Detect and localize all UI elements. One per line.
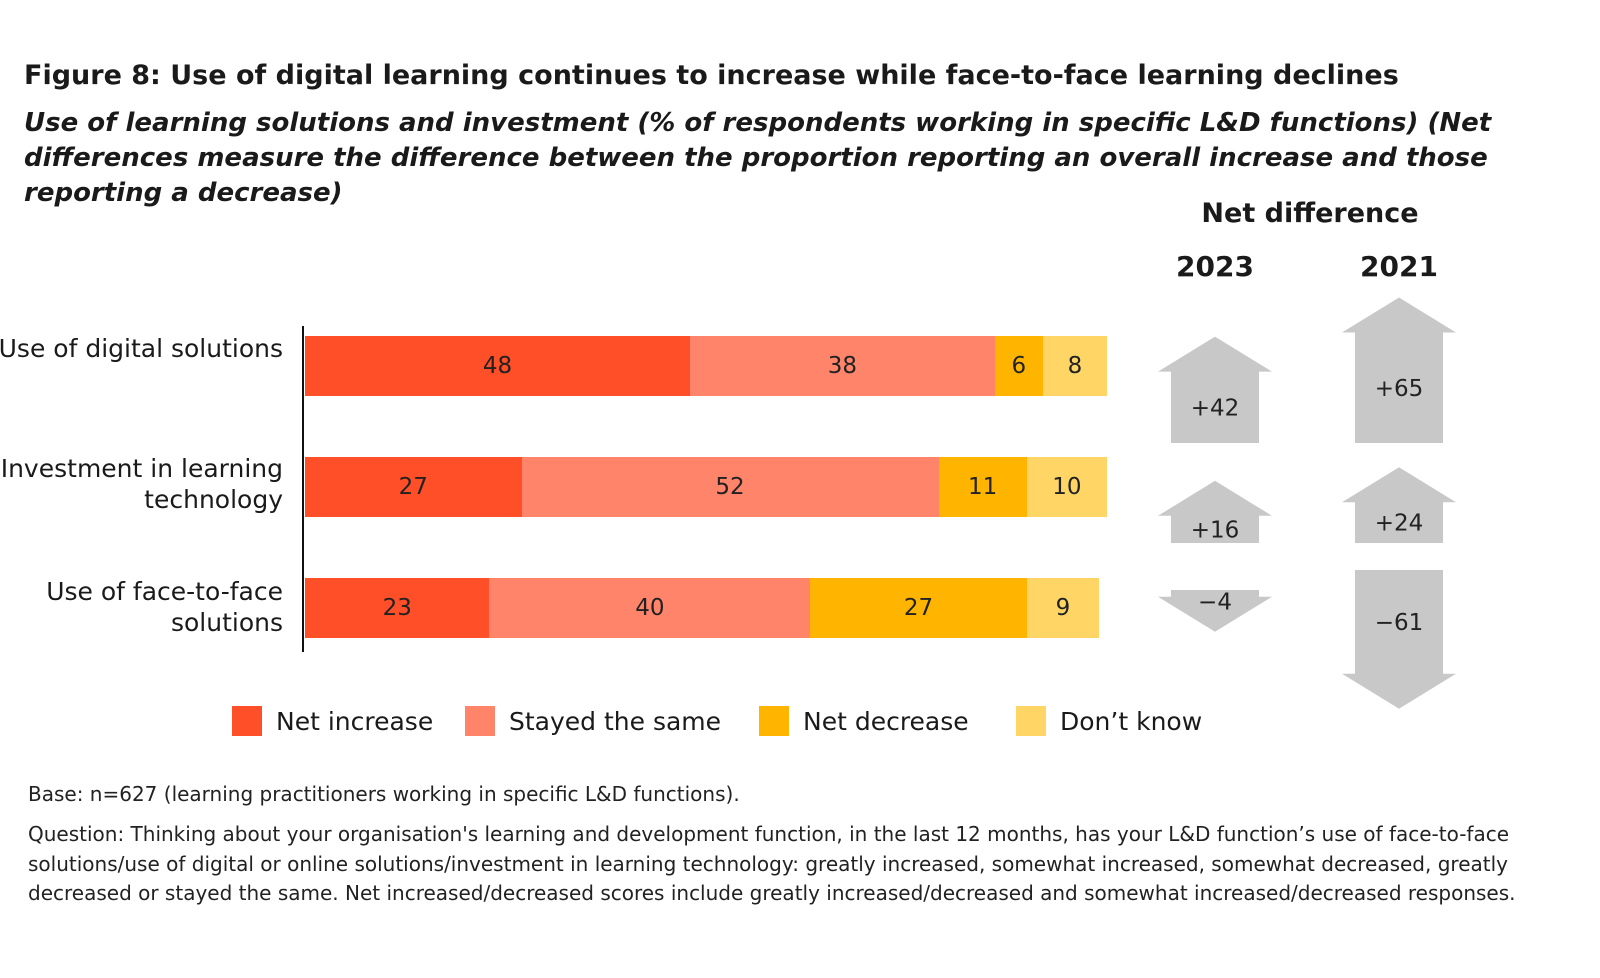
year-label-2023: 2023	[1176, 250, 1254, 283]
year-label-2021: 2021	[1360, 250, 1438, 283]
arrow-down-icon	[1342, 570, 1456, 709]
legend-label: Don’t know	[1060, 706, 1203, 736]
legend-label: Net decrease	[803, 706, 969, 736]
legend-swatch	[1016, 706, 1046, 736]
data-label: 10	[1052, 474, 1082, 500]
bar-segment: 38	[689, 336, 995, 396]
y-axis-line	[302, 326, 304, 652]
chart-title: Figure 8: Use of digital learning contin…	[24, 60, 1399, 91]
data-label: 8	[1067, 353, 1083, 379]
arrow-up-icon	[1158, 336, 1272, 443]
data-label: 52	[715, 474, 745, 500]
bar-segment: 27	[810, 578, 1027, 638]
data-label: 38	[827, 353, 857, 379]
bar-segment: 6	[994, 336, 1043, 396]
bar-segment: 52	[521, 457, 939, 517]
net-difference-heading: Net difference	[1201, 198, 1419, 229]
bar-segment: 9	[1026, 578, 1099, 638]
data-label: 23	[382, 595, 412, 621]
legend-swatch	[465, 706, 495, 736]
category-label: Use of digital solutions	[0, 334, 283, 363]
net-difference-label: −61	[1375, 610, 1424, 636]
data-label: 6	[1011, 353, 1027, 379]
arrow-up-icon	[1342, 467, 1456, 543]
legend-item: Net decrease	[759, 706, 969, 736]
question-note: Question: Thinking about your organisati…	[28, 822, 1516, 905]
arrow-up-icon	[1158, 480, 1272, 543]
legend-item: Net increase	[232, 706, 433, 736]
bar-segment: 11	[938, 457, 1027, 517]
data-label: 48	[482, 353, 513, 379]
net-difference-label: +16	[1191, 517, 1240, 543]
bar-segment: 10	[1026, 457, 1107, 517]
legend-item: Stayed the same	[465, 706, 721, 736]
legend-label: Net increase	[276, 706, 434, 736]
category-label: Use of face-to-face solutions	[46, 577, 283, 637]
data-label: 11	[968, 474, 998, 500]
net-difference-label: +42	[1191, 395, 1240, 421]
net-difference-label: −4	[1198, 589, 1232, 615]
category-label: Investment in learning technology	[0, 454, 283, 514]
net-difference-label: +65	[1375, 376, 1424, 402]
data-label: 9	[1055, 595, 1071, 621]
arrow-up-icon	[1342, 297, 1456, 443]
bar-segment: 40	[489, 578, 811, 638]
bar-segment: 48	[305, 336, 690, 396]
legend-item: Don’t know	[1016, 706, 1202, 736]
legend-label: Stayed the same	[509, 706, 722, 736]
bar-segment: 27	[305, 457, 522, 517]
chart-subtitle: Use of learning solutions and investment…	[24, 108, 1492, 208]
base-note: Base: n=627 (learning practitioners work…	[28, 782, 740, 806]
bar-segment: 23	[305, 578, 490, 638]
legend-swatch	[759, 706, 789, 736]
net-difference-label: +24	[1375, 511, 1424, 537]
legend-swatch	[232, 706, 262, 736]
data-label: 27	[398, 474, 428, 500]
arrow-down-icon	[1158, 590, 1272, 632]
data-label: 27	[903, 595, 934, 621]
data-label: 40	[635, 595, 665, 621]
bar-segment: 8	[1042, 336, 1107, 396]
